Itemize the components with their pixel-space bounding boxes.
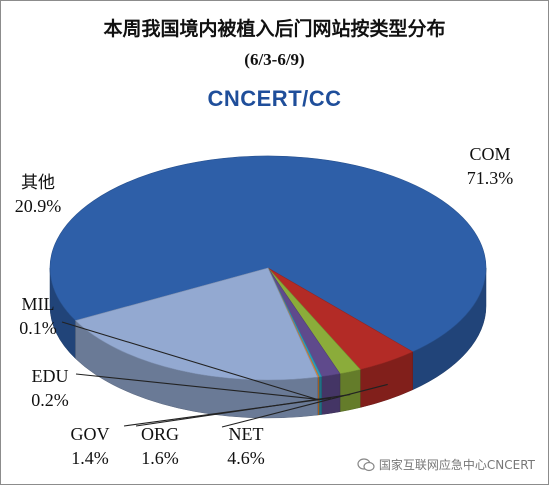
slice-label-6: 其他 <box>21 173 55 193</box>
slice-value-4: 0.2% <box>31 390 69 410</box>
watermark-text: 国家互联网应急中心CNCERT <box>378 458 535 472</box>
slice-label-4: EDU <box>32 366 69 386</box>
slice-label-2: ORG <box>141 424 179 444</box>
slice-label-0: COM <box>469 144 510 164</box>
leader-line-3 <box>123 397 331 427</box>
chart-title: 本周我国境内被植入后门网站按类型分布 <box>103 18 446 40</box>
slice-value-1: 4.6% <box>227 448 265 468</box>
cncert-logo: CNCERT/CC <box>207 86 342 111</box>
slice-label-3: GOV <box>71 424 110 444</box>
pie-side-3-0 <box>321 373 341 415</box>
slice-label-1: NET <box>229 424 264 444</box>
slice-value-6: 20.9% <box>15 196 62 216</box>
leader-line-4 <box>75 373 321 401</box>
pie-slice-其他 <box>74 267 319 381</box>
watermark: 国家互联网应急中心CNCERT <box>357 456 535 473</box>
slice-value-2: 1.6% <box>141 448 179 468</box>
slice-value-0: 71.3% <box>467 168 514 188</box>
leader-line-1 <box>221 383 388 428</box>
slice-value-5: 0.1% <box>19 318 57 338</box>
slice-value-3: 1.4% <box>71 448 109 468</box>
slice-label-5: MIL <box>22 294 55 314</box>
pie-side-4-0 <box>318 376 322 416</box>
pie-slice-com <box>49 155 487 353</box>
pie-side-2-0 <box>339 369 361 413</box>
wechat-icon <box>357 457 375 471</box>
leader-line-5 <box>61 321 319 401</box>
chart-subtitle: (6/3-6/9) <box>244 50 305 69</box>
